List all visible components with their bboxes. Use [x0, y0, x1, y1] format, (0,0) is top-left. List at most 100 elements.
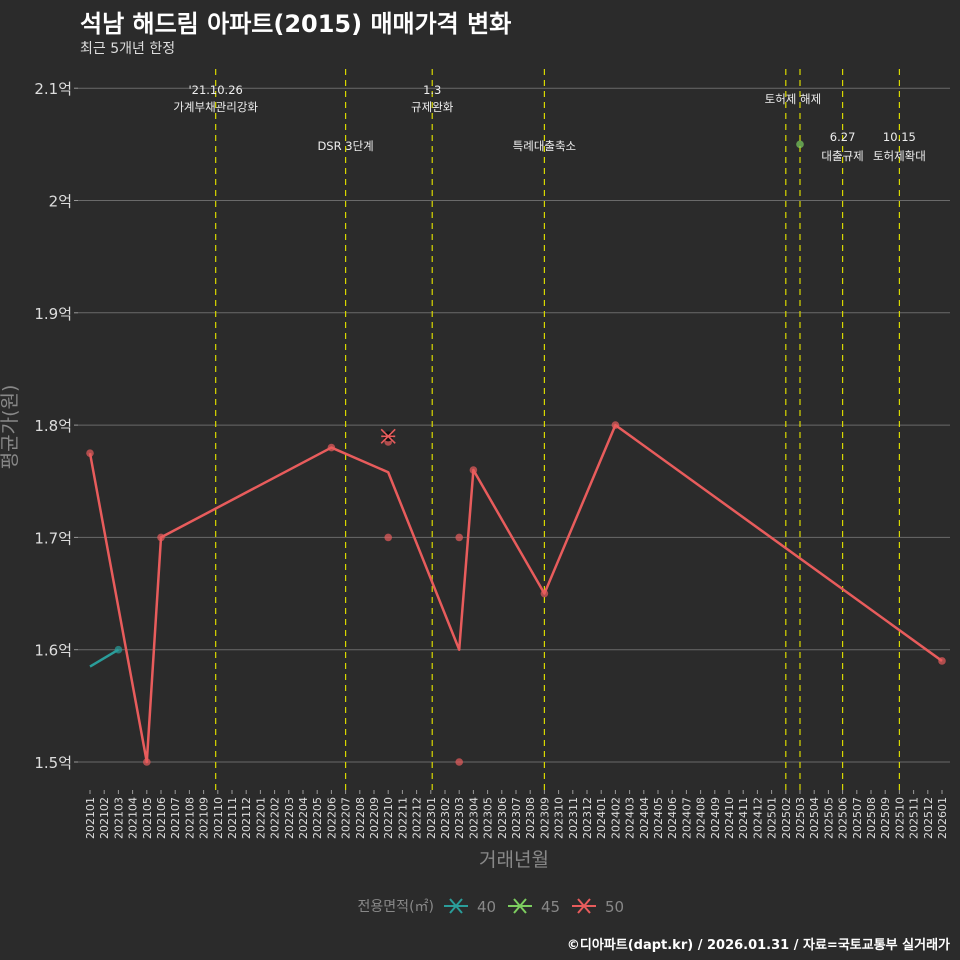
x-tick-label: 202401 — [595, 797, 608, 839]
event-label: 가계부채관리강화 — [173, 100, 258, 114]
x-tick-label: 202510 — [893, 797, 906, 839]
x-tick-label: 202211 — [396, 797, 409, 839]
x-tick-label: 202103 — [112, 797, 125, 839]
y-tick-label: 2억 — [49, 193, 72, 211]
x-tick-label: 202203 — [283, 797, 296, 839]
x-tick-label: 202509 — [879, 797, 892, 839]
x-tick-label: 202404 — [638, 797, 651, 839]
x-tick-label: 202303 — [453, 797, 466, 839]
x-tick-label: 202110 — [212, 797, 225, 839]
x-tick-label: 202205 — [311, 797, 324, 839]
data-point-50 — [455, 533, 464, 542]
legend-title: 전용면적(㎡) — [358, 899, 434, 915]
x-tick-label: 202506 — [837, 797, 850, 839]
x-tick-label: 202310 — [553, 797, 566, 839]
x-tick-label: 202302 — [439, 797, 452, 839]
y-tick-label: 1.5억 — [34, 754, 72, 772]
x-tick-label: 202212 — [411, 797, 424, 839]
x-tick-label: 202308 — [524, 797, 537, 839]
x-tick-label: 202501 — [766, 797, 779, 839]
event-label: 규제완화 — [411, 100, 454, 114]
series-line-40 — [89, 648, 120, 668]
x-tick-label: 202511 — [908, 797, 921, 839]
event-label: 토허제 해제 — [765, 92, 822, 106]
x-tick-label: 202102 — [98, 797, 111, 839]
x-tick-label: 202306 — [496, 797, 509, 839]
legend-label-40: 40 — [477, 898, 496, 916]
x-axis-title: 거래년월 — [479, 849, 549, 871]
x-tick-label: 202208 — [354, 797, 367, 839]
data-point-50 — [455, 758, 464, 766]
data-point-50 — [384, 533, 393, 542]
y-tick-label: 1.9억 — [34, 305, 72, 323]
x-tick-label: 202301 — [425, 797, 438, 839]
x-tick-label: 202502 — [780, 797, 793, 839]
data-point-50 — [86, 449, 94, 457]
x-tick-label: 202311 — [567, 797, 580, 839]
chart-subtitle: 최근 5개년 한정 — [80, 41, 176, 57]
data-point-50 — [143, 758, 151, 766]
legend-key-50 — [572, 898, 596, 914]
data-point-50 — [469, 466, 478, 474]
data-point-45 — [796, 140, 804, 149]
x-tick-label: 202209 — [368, 797, 381, 839]
x-tick-label: 202305 — [482, 797, 495, 839]
x-tick-label: 202412 — [751, 797, 764, 839]
legend-label-45: 45 — [541, 898, 560, 916]
chart-title: 석남 해드림 아파트(2015) 매매가격 변화 — [80, 10, 512, 38]
y-tick-label: 1.8억 — [34, 417, 72, 435]
x-tick-label: 202508 — [865, 797, 878, 839]
x-tick-label: 202206 — [325, 797, 338, 839]
event-label: DSR 3단계 — [317, 139, 373, 153]
x-tick-label: 202402 — [609, 797, 622, 839]
x-tick-label: 202107 — [169, 797, 182, 839]
x-tick-label: 202411 — [737, 797, 750, 839]
event-label: 10.15 — [883, 130, 916, 144]
y-tick-label: 2.1억 — [34, 80, 72, 98]
x-tick-label: 202104 — [127, 797, 140, 839]
data-point-50 — [327, 443, 336, 452]
x-tick-label: 202207 — [340, 797, 353, 839]
data-point-50 — [540, 589, 549, 598]
event-label: 특례대출축소 — [513, 139, 576, 153]
x-tick-label: 202109 — [198, 797, 211, 839]
data-point-50 — [611, 421, 620, 429]
x-tick-label: 202410 — [723, 797, 736, 839]
event-label: 6.27 — [830, 130, 856, 144]
legend-label-50: 50 — [605, 898, 624, 916]
x-tick-label: 202507 — [851, 797, 864, 839]
legend-key-40 — [444, 898, 468, 914]
x-tick-label: 202503 — [794, 797, 807, 839]
x-tick-label: 202403 — [624, 797, 637, 839]
x-tick-label: 202408 — [695, 797, 708, 839]
x-tick-label: 202111 — [226, 797, 239, 839]
x-tick-label: 202108 — [183, 797, 196, 839]
event-label: 토허제확대 — [873, 149, 926, 163]
x-tick-label: 202512 — [922, 797, 935, 839]
data-point-40 — [114, 645, 123, 654]
x-tick-label: 202204 — [297, 797, 310, 839]
legend-key-45 — [508, 898, 532, 914]
x-tick-label: 202106 — [155, 797, 168, 839]
x-tick-label: 202105 — [141, 797, 154, 839]
x-tick-label: 202112 — [240, 797, 253, 839]
x-tick-label: 202405 — [652, 797, 665, 839]
x-tick-label: 202210 — [382, 797, 395, 839]
x-tick-label: 202304 — [467, 797, 480, 839]
y-axis-title: 평균가(원) — [0, 385, 21, 470]
x-tick-label: 202307 — [510, 797, 523, 839]
data-point-50 — [938, 657, 946, 665]
cross-marker-50 — [380, 428, 396, 444]
y-tick-label: 1.6억 — [34, 642, 72, 660]
x-tick-label: 202407 — [680, 797, 693, 839]
x-tick-label: 202504 — [808, 797, 821, 839]
series-line-50 — [88, 423, 943, 764]
x-tick-label: 202312 — [581, 797, 594, 839]
x-tick-label: 202406 — [666, 797, 679, 839]
x-tick-label: 202202 — [269, 797, 282, 839]
event-label: 1.3 — [423, 83, 441, 97]
data-point-50 — [157, 533, 165, 542]
x-tick-label: 202409 — [709, 797, 722, 839]
x-tick-label: 202601 — [936, 797, 949, 839]
